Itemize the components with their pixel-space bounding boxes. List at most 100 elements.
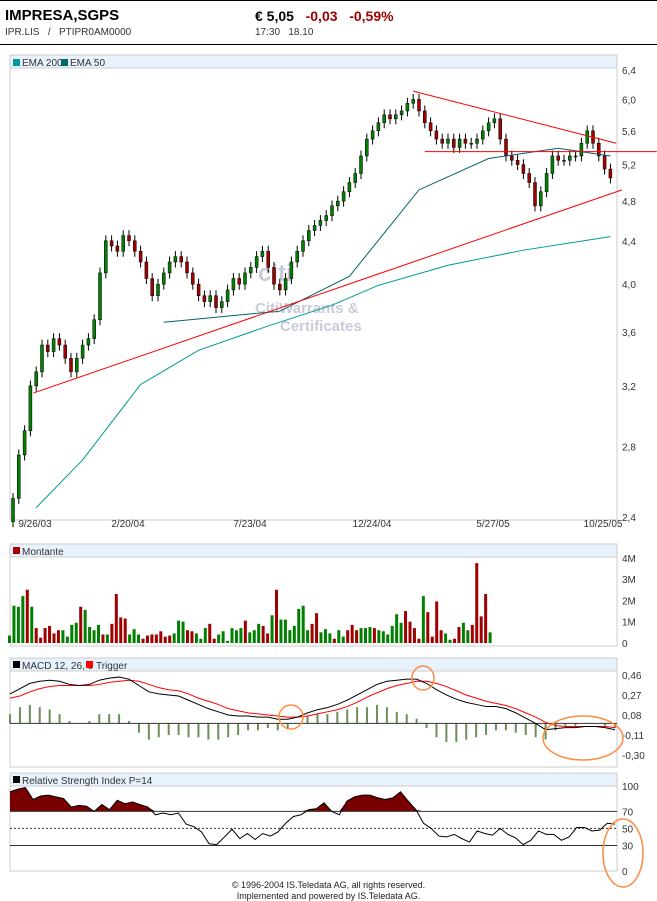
candle: [556, 155, 560, 161]
price-y-tick: 2,4: [622, 513, 636, 524]
candle: [51, 338, 56, 352]
candle: [394, 114, 398, 120]
macd-histogram-bar: [137, 723, 140, 733]
macd-histogram-bar: [336, 711, 339, 724]
powered-by: Implemented and powered by IS.Teledata A…: [236, 891, 421, 901]
candle: [428, 122, 433, 132]
macd-y-tick: 0,08: [622, 711, 642, 722]
candle: [602, 155, 607, 170]
macd-histogram-bar: [465, 723, 468, 740]
rsi-y-tick: 30: [622, 841, 634, 852]
volume-bar: [292, 625, 296, 643]
candle: [11, 498, 15, 523]
watermark-line2: Certificates: [280, 318, 362, 335]
volume-bar: [381, 631, 385, 643]
candle: [353, 173, 357, 183]
volume-bar: [404, 611, 408, 643]
candle: [127, 235, 131, 242]
volume-bar: [368, 627, 372, 643]
candle: [289, 261, 294, 279]
volume-bar: [56, 630, 60, 643]
candle: [150, 278, 154, 296]
volume-bar: [119, 617, 123, 643]
candle: [179, 256, 183, 263]
macd-line: [9, 676, 616, 731]
volume-bar: [275, 589, 278, 643]
candle: [463, 138, 468, 144]
candle: [173, 256, 178, 263]
candle: [504, 138, 508, 157]
price-y-tick: 4,4: [622, 237, 636, 248]
volume-bar: [395, 614, 399, 643]
macd-histogram-bar: [554, 723, 557, 731]
candle: [376, 122, 381, 132]
macd-histogram-bar: [395, 711, 398, 724]
candle: [208, 295, 212, 302]
price-panel-legend-bar: [9, 54, 618, 69]
volume-bar: [34, 628, 38, 643]
macd-histogram-bar: [306, 716, 309, 724]
macd-histogram-bar: [108, 714, 111, 724]
volume-bar: [297, 608, 301, 643]
candle: [214, 295, 218, 308]
volume-bar: [177, 620, 181, 643]
rsi-y-tick: 0: [622, 867, 628, 878]
volume-bar: [283, 619, 287, 643]
macd-histogram-bar: [604, 723, 607, 726]
candle: [260, 250, 265, 257]
macd-histogram-bar: [564, 723, 567, 726]
macd-histogram-bar: [128, 721, 131, 724]
volume-bar: [16, 606, 20, 643]
macd-histogram-bar: [276, 723, 279, 731]
ema200-line: [35, 236, 611, 508]
volume-bar: [461, 622, 465, 643]
candle: [481, 130, 485, 140]
volume-bar: [230, 628, 234, 643]
macd-histogram-bar: [118, 714, 121, 724]
volume-bar: [288, 630, 292, 643]
volume-bar: [132, 629, 136, 643]
volume-bar: [145, 635, 149, 643]
volume-bar: [390, 625, 394, 643]
volume-bar: [70, 624, 74, 643]
candle: [144, 261, 149, 279]
candle: [486, 122, 491, 132]
volume-bar: [484, 594, 488, 643]
volume-bar: [190, 631, 194, 643]
candle: [336, 200, 340, 207]
candle: [63, 344, 67, 359]
candle: [185, 261, 189, 274]
candle: [138, 250, 143, 263]
macd-histogram-bar: [286, 723, 289, 729]
volume-bar: [114, 594, 118, 643]
candle: [162, 272, 166, 285]
macd-histogram-bar: [524, 723, 527, 735]
volume-bar: [137, 634, 141, 643]
quote-header: IMPRESA,SGPS IPR.LIS / PTIPR0AM0000 € 5,…: [0, 0, 657, 45]
volume-bar: [128, 634, 132, 643]
volume-bar: [105, 634, 109, 643]
candle: [109, 240, 114, 247]
volume-bar: [412, 628, 416, 643]
macd-histogram-bar: [9, 714, 11, 724]
volume-bar: [208, 623, 212, 643]
candle: [272, 267, 276, 285]
volume-bar: [399, 622, 403, 643]
macd-legend-swatch: [13, 661, 20, 668]
volume-bar: [372, 628, 376, 643]
volume-bar: [421, 596, 425, 643]
macd-histogram-bar: [405, 714, 408, 724]
candle: [318, 220, 323, 226]
volume-bar: [444, 633, 448, 643]
volume-bar: [97, 624, 100, 643]
macd-histogram-bar: [88, 721, 91, 724]
macd-histogram-bar: [247, 723, 250, 731]
candle: [330, 205, 334, 216]
annotation-circle: [411, 665, 435, 691]
rsi-y-tick: 50: [622, 824, 634, 835]
volume-bar: [61, 630, 65, 643]
candle: [231, 278, 236, 291]
volume-bar: [65, 636, 69, 643]
volume-bar: [328, 633, 332, 643]
rsi-y-tick: 100: [622, 782, 639, 793]
